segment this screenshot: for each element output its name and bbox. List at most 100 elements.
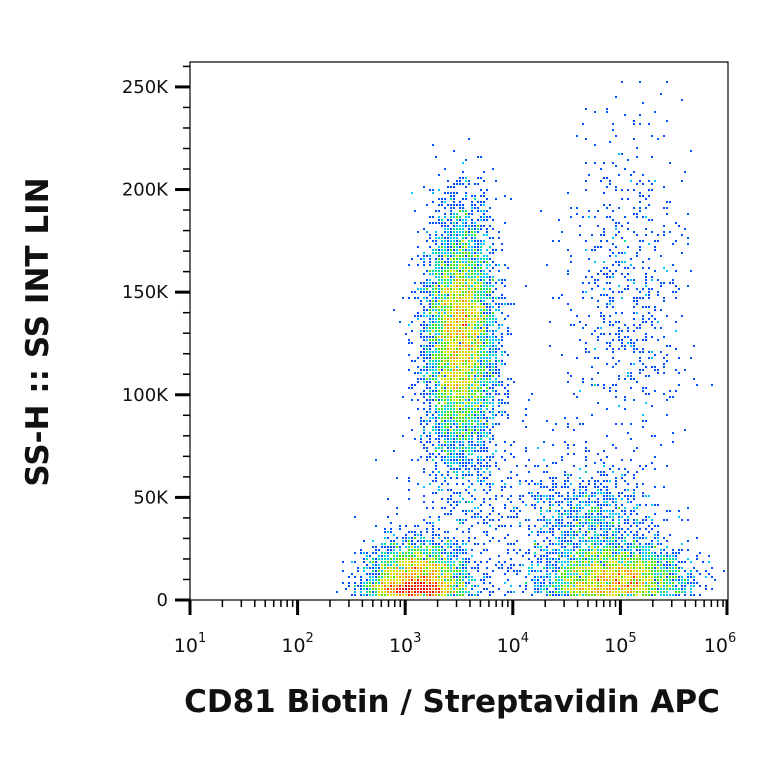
event-dot bbox=[588, 585, 590, 587]
event-dot bbox=[645, 570, 647, 572]
event-dot bbox=[609, 183, 611, 185]
event-dot bbox=[666, 546, 668, 548]
event-dot bbox=[459, 177, 461, 179]
event-dot bbox=[423, 402, 425, 404]
event-dot bbox=[579, 579, 581, 581]
event-dot bbox=[462, 411, 464, 413]
event-dot bbox=[447, 261, 449, 263]
event-dot bbox=[588, 498, 590, 500]
event-dot bbox=[651, 519, 653, 521]
event-dot bbox=[468, 249, 470, 251]
event-dot bbox=[444, 567, 446, 569]
event-dot bbox=[459, 444, 461, 446]
event-dot bbox=[351, 573, 353, 575]
event-dot bbox=[522, 591, 524, 593]
event-dot bbox=[588, 594, 590, 596]
event-dot bbox=[435, 594, 437, 596]
event-dot bbox=[612, 123, 614, 125]
event-dot bbox=[384, 594, 386, 596]
event-dot bbox=[618, 333, 620, 335]
event-dot bbox=[420, 570, 422, 572]
event-dot bbox=[501, 381, 503, 383]
event-dot bbox=[570, 522, 572, 524]
event-dot bbox=[483, 381, 485, 383]
event-dot bbox=[492, 312, 494, 314]
event-dot bbox=[465, 225, 467, 227]
event-dot bbox=[585, 588, 587, 590]
event-dot bbox=[579, 576, 581, 578]
event-dot bbox=[480, 339, 482, 341]
event-dot bbox=[642, 240, 644, 242]
event-dot bbox=[492, 252, 494, 254]
event-dot bbox=[453, 309, 455, 311]
event-dot bbox=[438, 393, 440, 395]
event-dot bbox=[588, 525, 590, 527]
event-dot bbox=[621, 528, 623, 530]
event-dot bbox=[585, 492, 587, 494]
event-dot bbox=[693, 579, 695, 581]
event-dot bbox=[459, 267, 461, 269]
event-dot bbox=[615, 390, 617, 392]
event-dot bbox=[591, 555, 593, 557]
event-dot bbox=[423, 429, 425, 431]
event-dot bbox=[600, 576, 602, 578]
event-dot bbox=[672, 579, 674, 581]
event-dot bbox=[429, 360, 431, 362]
event-dot bbox=[390, 567, 392, 569]
event-dot bbox=[657, 543, 659, 545]
event-dot bbox=[429, 456, 431, 458]
event-dot bbox=[405, 534, 407, 536]
event-dot bbox=[444, 312, 446, 314]
event-dot bbox=[453, 273, 455, 275]
event-dot bbox=[450, 429, 452, 431]
event-dot bbox=[585, 516, 587, 518]
event-dot bbox=[471, 339, 473, 341]
event-dot bbox=[486, 255, 488, 257]
event-dot bbox=[597, 327, 599, 329]
event-dot bbox=[462, 579, 464, 581]
event-dot bbox=[438, 426, 440, 428]
event-dot bbox=[441, 246, 443, 248]
event-dot bbox=[432, 573, 434, 575]
event-dot bbox=[561, 522, 563, 524]
event-dot bbox=[462, 585, 464, 587]
event-dot bbox=[450, 249, 452, 251]
event-dot bbox=[444, 435, 446, 437]
event-dot bbox=[678, 594, 680, 596]
event-dot bbox=[576, 591, 578, 593]
event-dot bbox=[498, 393, 500, 395]
event-dot bbox=[480, 444, 482, 446]
event-dot bbox=[420, 336, 422, 338]
event-dot bbox=[369, 579, 371, 581]
event-dot bbox=[480, 393, 482, 395]
event-dot bbox=[633, 363, 635, 365]
event-dot bbox=[564, 576, 566, 578]
event-dot bbox=[462, 237, 464, 239]
event-dot bbox=[477, 156, 479, 158]
event-dot bbox=[507, 498, 509, 500]
event-dot bbox=[462, 273, 464, 275]
event-dot bbox=[456, 576, 458, 578]
event-dot bbox=[468, 486, 470, 488]
event-dot bbox=[465, 195, 467, 197]
event-dot bbox=[576, 495, 578, 497]
event-dot bbox=[444, 294, 446, 296]
event-dot bbox=[600, 168, 602, 170]
event-dot bbox=[606, 567, 608, 569]
event-dot bbox=[609, 495, 611, 497]
event-dot bbox=[570, 534, 572, 536]
event-dot bbox=[567, 453, 569, 455]
event-dot bbox=[627, 585, 629, 587]
event-dot bbox=[618, 573, 620, 575]
event-dot bbox=[471, 276, 473, 278]
event-dot bbox=[624, 378, 626, 380]
event-dot bbox=[483, 477, 485, 479]
event-dot bbox=[603, 510, 605, 512]
event-dot bbox=[471, 423, 473, 425]
event-dot bbox=[453, 345, 455, 347]
event-dot bbox=[567, 552, 569, 554]
event-dot bbox=[429, 411, 431, 413]
event-dot bbox=[456, 255, 458, 257]
event-dot bbox=[618, 531, 620, 533]
event-dot bbox=[414, 564, 416, 566]
